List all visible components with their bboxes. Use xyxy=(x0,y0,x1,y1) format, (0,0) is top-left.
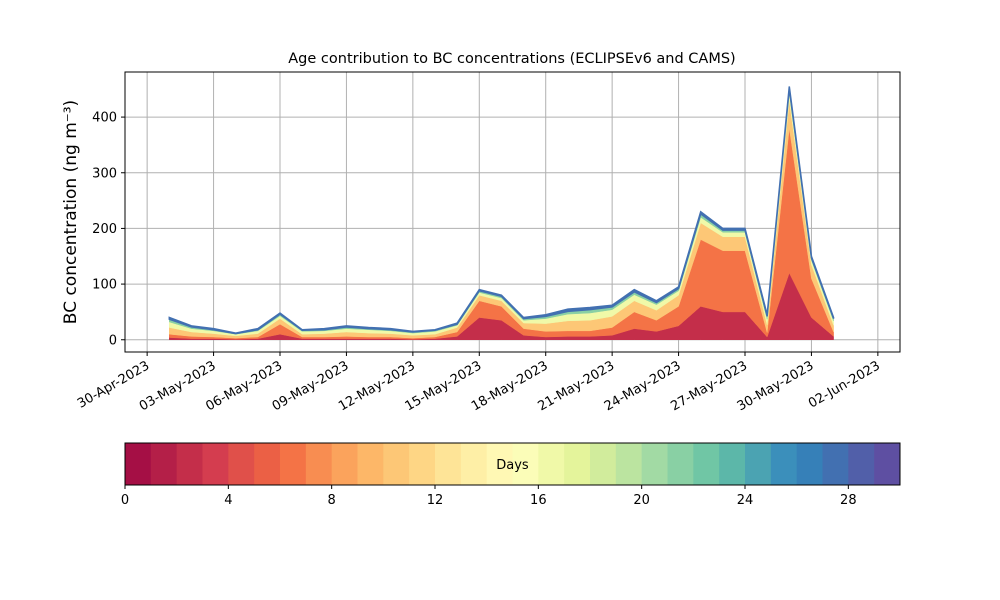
colorbar-cell xyxy=(150,443,178,485)
colorbar-cell xyxy=(641,443,668,485)
plot-area: 010020030040030-Apr-202303-May-202306-Ma… xyxy=(75,71,901,414)
colorbar-cell xyxy=(719,443,746,485)
y-tick-label: 400 xyxy=(92,111,117,126)
colorbar-cell xyxy=(874,443,901,485)
colorbar-cell xyxy=(228,443,255,485)
colorbar-cell xyxy=(770,443,798,485)
colorbar-cell xyxy=(202,443,229,485)
colorbar-tick-label: 16 xyxy=(530,493,547,508)
colorbar-tick-label: 4 xyxy=(224,493,232,508)
colorbar-tick-label: 12 xyxy=(427,493,444,508)
colorbar-cell xyxy=(745,443,772,485)
colorbar-cell xyxy=(176,443,203,485)
colorbar-frame xyxy=(124,442,901,486)
colorbar-cell xyxy=(564,443,591,485)
y-tick-label: 0 xyxy=(109,333,117,348)
colorbar-tick-label: 20 xyxy=(633,493,650,508)
colorbar-label: Days xyxy=(496,458,529,473)
colorbar-cell xyxy=(590,443,617,485)
colorbar-cell xyxy=(822,443,849,485)
colorbar-tick-label: 8 xyxy=(328,493,336,508)
y-tick-label: 300 xyxy=(92,166,117,181)
colorbar-cell xyxy=(512,443,539,485)
y-tick-label: 200 xyxy=(92,222,117,237)
area-band xyxy=(168,86,835,335)
colorbar: Days 0 4 8 12 16 20 24 28 xyxy=(121,442,901,508)
colorbar-cell xyxy=(486,443,513,485)
colorbar-cell xyxy=(615,443,643,485)
colorbar-cell xyxy=(305,443,333,485)
colorbar-tick-label: 0 xyxy=(121,493,129,508)
colorbar-cell xyxy=(357,443,384,485)
colorbar-cell xyxy=(254,443,281,485)
colorbar-cell xyxy=(383,443,410,485)
colorbar-cell xyxy=(125,443,152,485)
colorbar-cell xyxy=(796,443,823,485)
colorbar-tick-label: 28 xyxy=(840,493,857,508)
chart-title: Age contribution to BC concentrations (E… xyxy=(288,51,735,67)
colorbar-tick-label: 24 xyxy=(737,493,754,508)
y-axis-label: BC concentration (ng m⁻³) xyxy=(61,100,81,324)
y-tick-label: 100 xyxy=(92,278,117,293)
colorbar-cell xyxy=(538,443,565,485)
colorbar-cell xyxy=(280,443,307,485)
colorbar-cell xyxy=(331,443,358,485)
colorbar-cell xyxy=(435,443,462,485)
colorbar-cell xyxy=(693,443,720,485)
colorbar-cell xyxy=(409,443,436,485)
colorbar-cell xyxy=(667,443,694,485)
x-tick-label: 02-Jun-2023 xyxy=(806,358,883,411)
colorbar-cell xyxy=(848,443,875,485)
plot-frame xyxy=(124,71,901,353)
colorbar-cell xyxy=(460,443,488,485)
